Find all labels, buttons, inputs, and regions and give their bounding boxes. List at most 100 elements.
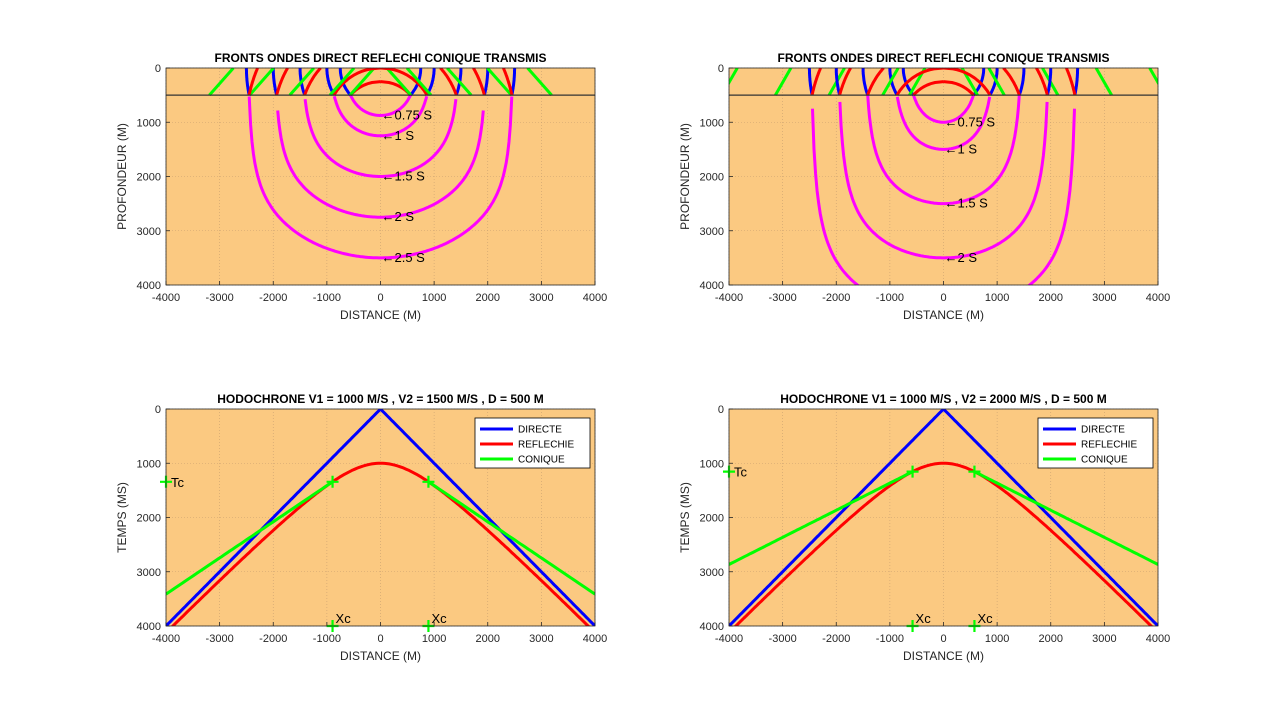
front-label: ←2 S bbox=[382, 209, 415, 224]
y-tick-label: 4000 bbox=[137, 621, 161, 633]
conique-line-right bbox=[973, 470, 1158, 566]
direct-wavefront bbox=[325, 68, 336, 96]
legend: DIRECTE REFLECHIE CONIQUE bbox=[1037, 417, 1154, 469]
reflected-wavefront bbox=[303, 68, 322, 96]
y-tick-label: 3000 bbox=[700, 567, 724, 579]
x-tick-label: -2000 bbox=[259, 292, 287, 304]
conic-wavefront bbox=[328, 68, 356, 97]
plot-area bbox=[208, 68, 553, 260]
x-tick-label: 0 bbox=[377, 292, 383, 304]
x-tick-label: 0 bbox=[377, 633, 383, 645]
conique-line-right bbox=[427, 480, 595, 596]
x-tick-label: -3000 bbox=[206, 633, 234, 645]
direct-wavefront bbox=[972, 68, 986, 97]
y-tick-label: 3000 bbox=[137, 567, 161, 579]
transmitted-wavefront bbox=[276, 110, 485, 219]
front-label: ←1 S bbox=[945, 141, 978, 156]
direct-wavefront bbox=[1073, 68, 1080, 96]
direct-wavefront bbox=[510, 68, 517, 96]
critical-point-marker bbox=[326, 475, 339, 488]
y-tick-label: 1000 bbox=[137, 117, 161, 129]
direct-wavefront bbox=[1045, 68, 1053, 96]
y-axis-label: PROFONDEUR (M) bbox=[115, 123, 129, 230]
y-axis-label: TEMPS (MS) bbox=[678, 482, 692, 553]
chart-title: HODOCHRONE V1 = 1000 M/S , V2 = 1500 M/S… bbox=[217, 392, 543, 406]
transmitted-wavefront bbox=[912, 95, 975, 124]
y-tick-label: 2000 bbox=[700, 172, 724, 184]
x-axis-label: DISTANCE (M) bbox=[340, 649, 421, 663]
y-tick-label: 3000 bbox=[137, 226, 161, 238]
reflected-wavefront bbox=[1002, 68, 1021, 96]
transmitted-wavefront bbox=[349, 94, 412, 117]
x-tick-label: 2000 bbox=[476, 292, 500, 304]
front-label: ←1.5 S bbox=[382, 169, 426, 184]
y-axis-label: PROFONDEUR (M) bbox=[678, 123, 692, 230]
legend-label-directe: DIRECTE bbox=[1081, 425, 1125, 436]
transmitted-wavefront bbox=[303, 99, 458, 178]
y-tick-label: 0 bbox=[718, 63, 724, 75]
x-tick-label: -1000 bbox=[876, 633, 904, 645]
direct-wavefront bbox=[861, 68, 870, 96]
chart-title: HODOCHRONE V1 = 1000 M/S , V2 = 2000 M/S… bbox=[780, 392, 1106, 406]
x-tick-label: 1000 bbox=[422, 633, 446, 645]
y-tick-label: 4000 bbox=[137, 280, 161, 292]
x-tick-label: -3000 bbox=[769, 292, 797, 304]
critical-point-marker bbox=[968, 465, 981, 478]
reflected-wavefront bbox=[275, 68, 289, 96]
y-tick-label: 2000 bbox=[137, 172, 161, 184]
conic-wavefront bbox=[1094, 68, 1113, 96]
front-label: ←2.5 S bbox=[382, 250, 426, 265]
tc-label: Tc bbox=[171, 475, 185, 490]
direct-wavefront bbox=[271, 68, 279, 96]
chart-2: ←0.75 S ←1 S ←1.5 S ←2 S -4000 -3000 -2000 -100… bbox=[678, 51, 1170, 322]
legend: DIRECTE REFLECHIE CONIQUE bbox=[474, 417, 591, 469]
conic-wavefront bbox=[348, 68, 376, 97]
chart-3: Tc Xc Xc DIRECTE REFLECHIE CONIQUE -4000 -3000 -… bbox=[115, 392, 607, 663]
reflected-wavefront bbox=[895, 68, 944, 96]
x-tick-label: -4000 bbox=[715, 292, 743, 304]
y-tick-label: 1000 bbox=[137, 458, 161, 470]
directe-line bbox=[166, 409, 595, 626]
transmitted-wavefront bbox=[895, 96, 992, 151]
x-tick-label: 4000 bbox=[1146, 292, 1170, 304]
critical-point-marker bbox=[422, 475, 435, 488]
legend-label-reflechie: REFLECHIE bbox=[518, 440, 574, 451]
reflected-wavefront bbox=[439, 68, 458, 96]
front-label: ←0.75 S bbox=[382, 107, 433, 122]
directe-line bbox=[729, 409, 1158, 626]
y-tick-label: 1000 bbox=[700, 458, 724, 470]
x-tick-label: -4000 bbox=[715, 633, 743, 645]
x-tick-label: -2000 bbox=[822, 292, 850, 304]
direct-wavefront bbox=[901, 68, 915, 97]
conic-wavefront bbox=[881, 68, 900, 96]
conic-wavefront bbox=[446, 68, 473, 97]
x-tick-label: -2000 bbox=[259, 633, 287, 645]
reflected-wavefront bbox=[472, 68, 486, 96]
conic-wavefront bbox=[987, 68, 1006, 96]
conic-wavefront bbox=[729, 68, 739, 86]
conic-wavefront bbox=[385, 68, 413, 97]
xc-label-left: Xc bbox=[336, 611, 352, 626]
x-tick-label: -4000 bbox=[152, 633, 180, 645]
x-tick-label: -3000 bbox=[206, 292, 234, 304]
x-tick-label: -4000 bbox=[152, 292, 180, 304]
x-tick-label: 4000 bbox=[1146, 633, 1170, 645]
reflechie-line bbox=[733, 461, 1154, 626]
x-tick-label: 3000 bbox=[529, 633, 553, 645]
conic-wavefront bbox=[526, 68, 553, 97]
x-tick-label: 1000 bbox=[985, 292, 1009, 304]
x-tick-label: -1000 bbox=[313, 292, 341, 304]
xc-label-right: Xc bbox=[431, 611, 447, 626]
legend-label-directe: DIRECTE bbox=[518, 425, 562, 436]
legend-label-conique: CONIQUE bbox=[518, 455, 565, 466]
reflected-wavefront bbox=[943, 68, 992, 96]
xc-label-left: Xc bbox=[916, 611, 932, 626]
reflected-wavefront bbox=[943, 80, 975, 97]
reflected-wavefront bbox=[502, 68, 514, 96]
tc-label: Tc bbox=[734, 465, 748, 480]
reflechie-line bbox=[170, 461, 591, 626]
reflected-wavefront bbox=[866, 68, 885, 96]
xc-label-right: Xc bbox=[977, 611, 993, 626]
conique-line-left bbox=[729, 470, 914, 566]
x-tick-label: 2000 bbox=[476, 633, 500, 645]
